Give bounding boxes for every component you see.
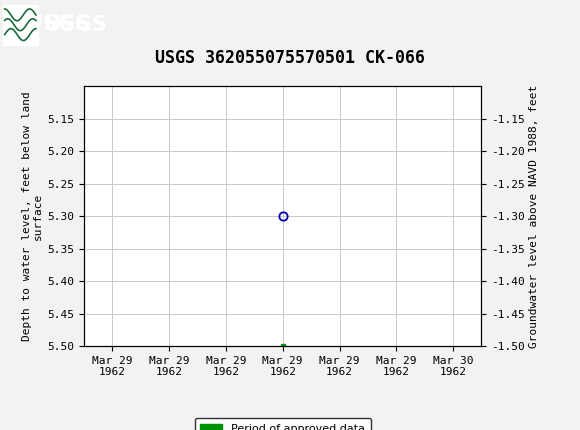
Text: █USGS: █USGS [10, 14, 90, 35]
FancyBboxPatch shape [3, 5, 38, 45]
Y-axis label: Groundwater level above NAVD 1988, feet: Groundwater level above NAVD 1988, feet [529, 84, 539, 348]
Text: USGS 362055075570501 CK-066: USGS 362055075570501 CK-066 [155, 49, 425, 67]
Legend: Period of approved data: Period of approved data [195, 418, 371, 430]
Text: USGS: USGS [44, 15, 107, 35]
Y-axis label: Depth to water level, feet below land
surface: Depth to water level, feet below land su… [21, 91, 44, 341]
